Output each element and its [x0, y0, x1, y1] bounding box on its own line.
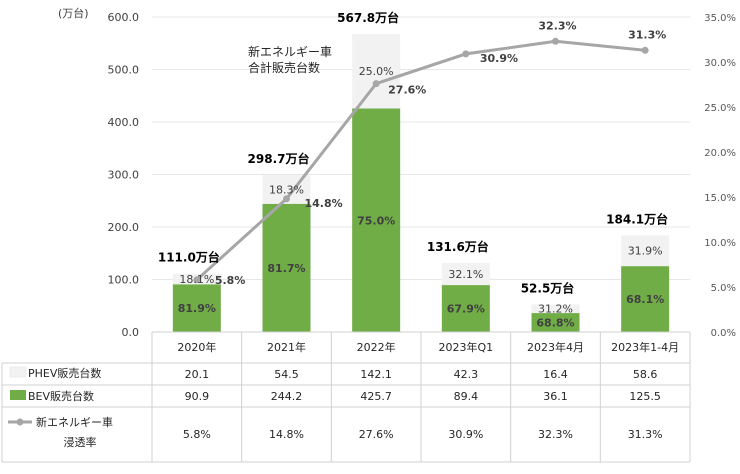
table-value-rate: 14.8% [269, 428, 304, 441]
bev-bar [531, 313, 580, 332]
table-value-rate: 5.8% [183, 428, 211, 441]
y-tick-label: 500.0 [108, 64, 140, 77]
bev-bar [262, 203, 311, 332]
phev-bar [352, 33, 401, 109]
category-label: 2023年1-4月 [611, 340, 679, 354]
category-label: 2022年 [357, 340, 396, 354]
annotation-line-1: 新エネルギー車 [248, 44, 332, 59]
y2-tick-label: 5.0% [711, 283, 736, 294]
annotation-line-2: 合計販売台数 [248, 60, 320, 75]
table-value-bev: 36.1 [543, 390, 568, 403]
table-value-rate: 27.6% [359, 428, 394, 441]
table-value-rate: 32.3% [538, 428, 573, 441]
rate-label: 27.6% [388, 84, 426, 97]
bev-share-label: 67.9% [447, 303, 485, 316]
rate-point [372, 80, 380, 88]
category-label: 2023年Q1 [439, 340, 494, 354]
y-tick-label: 300.0 [108, 169, 140, 182]
table-value-bev: 125.5 [629, 390, 661, 403]
rate-label: 14.8% [305, 197, 343, 210]
bev-bar [621, 266, 670, 332]
phev-share-label: 31.2% [538, 303, 573, 316]
table-value-bev: 90.9 [185, 390, 210, 403]
rate-label: 30.9% [480, 52, 518, 65]
y-tick-label: 200.0 [108, 221, 140, 234]
y-tick-label: 100.0 [108, 274, 140, 287]
y-unit-label: (万台) [58, 6, 89, 20]
legend-swatch-bev [10, 390, 26, 400]
phev-bar [621, 235, 670, 267]
phev-bar [531, 304, 580, 314]
total-label: 52.5万台 [521, 280, 575, 295]
y-tick-label: 0.0 [122, 326, 140, 339]
total-label: 111.0万台 [158, 250, 220, 265]
bev-share-label: 75.0% [357, 214, 395, 227]
bev-bar [441, 285, 490, 332]
line-layer [193, 37, 649, 284]
phev-share-label: 32.1% [448, 268, 483, 281]
rate-point [552, 37, 559, 45]
legend-label-line-1: 新エネルギー車 [36, 415, 113, 429]
rate-label: 5.8% [215, 274, 246, 287]
table-value-phev: 58.6 [633, 368, 658, 381]
data-table: 2020年 2021年 2022年 2023年Q1 2023年4月 2023年1-4月 PH… [1, 331, 691, 463]
bev-share-label: 81.7% [267, 262, 305, 275]
table-value-phev: 142.1 [360, 368, 392, 381]
bev-bar [172, 284, 221, 332]
table-value-rate: 30.9% [448, 428, 483, 441]
rate-line [195, 39, 646, 281]
table-value-bev: 244.2 [271, 390, 303, 403]
bev-share-label: 81.9% [178, 302, 216, 315]
table-value-phev: 54.5 [274, 368, 299, 381]
rate-point [193, 276, 201, 284]
total-label: 567.8万台 [337, 10, 399, 25]
y-tick-label: 400.0 [108, 116, 140, 129]
rate-label: 31.3% [628, 28, 666, 41]
table-value-rate: 31.3% [628, 428, 663, 441]
y2-tick-label: 15.0% [704, 193, 736, 204]
phev-share-label: 25.0% [359, 65, 394, 78]
legend-swatch-phev [9, 366, 27, 378]
y2-tick-label: 30.0% [704, 58, 736, 69]
table-value-phev: 42.3 [454, 368, 479, 381]
y2-tick-label: 20.0% [704, 148, 736, 159]
phev-share-label: 31.9% [628, 245, 663, 258]
category-label: 2023年4月 [527, 340, 584, 354]
y2-tick-label: 10.0% [704, 238, 736, 249]
bev-bar [352, 108, 401, 332]
bars-layer [172, 33, 670, 332]
phev-share-label: 18.1% [179, 273, 214, 286]
total-label: 298.7万台 [248, 151, 310, 166]
legend-label-line-2: 浸透率 [64, 435, 97, 449]
phev-bar [441, 262, 490, 286]
table-value-phev: 16.4 [543, 368, 568, 381]
legend-label-phev: PHEV販売台数 [28, 366, 101, 380]
category-label: 2021年 [267, 340, 306, 354]
legend-label-bev: BEV販売台数 [28, 389, 94, 403]
rate-point [462, 50, 470, 58]
y-tick-label: 600.0 [108, 11, 140, 24]
rate-point [641, 46, 649, 54]
grid-layer [152, 16, 690, 280]
rate-point [283, 195, 290, 203]
bev-share-label: 68.1% [626, 293, 664, 306]
y2-tick-label: 0.0% [711, 328, 736, 339]
labels-layer: 81.9% 18.1% 111.0万台 81.7% 18.3% 298.7万台 75.0% 2… [158, 10, 668, 330]
total-label: 131.6万台 [427, 239, 489, 254]
category-label: 2020年 [177, 340, 216, 354]
table-value-bev: 89.4 [454, 390, 479, 403]
bev-share-label: 68.8% [536, 317, 574, 330]
phev-share-label: 18.3% [269, 183, 304, 196]
table-value-phev: 20.1 [185, 368, 210, 381]
table-value-bev: 425.7 [360, 390, 392, 403]
y2-tick-label: 25.0% [704, 103, 736, 114]
total-label: 184.1万台 [606, 211, 668, 226]
rate-label: 32.3% [538, 19, 576, 32]
y2-tick-label: 35.0% [704, 13, 736, 24]
legend-swatch-line-marker [16, 418, 24, 426]
